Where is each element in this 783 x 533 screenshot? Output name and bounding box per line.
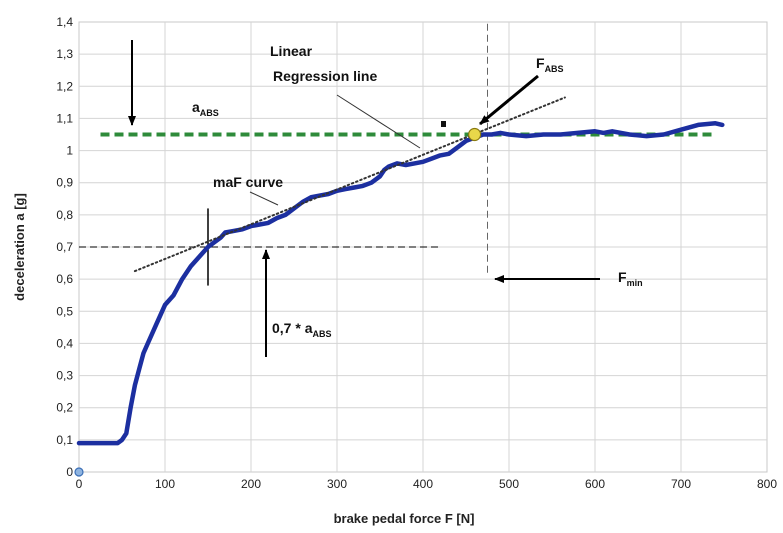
markers bbox=[74, 127, 482, 477]
regression-line bbox=[133, 96, 566, 273]
y-tick-label: 0,8 bbox=[56, 208, 73, 222]
regression-label-line1: Linear bbox=[270, 43, 313, 59]
fmin-main: F bbox=[618, 269, 627, 285]
x-tick-label: 800 bbox=[757, 477, 777, 491]
x-tick-label: 700 bbox=[671, 477, 691, 491]
x-tick-label: 500 bbox=[499, 477, 519, 491]
y-tick-label: 0,3 bbox=[56, 369, 73, 383]
origin-point bbox=[74, 467, 84, 477]
y-tick-label: 1 bbox=[66, 144, 73, 158]
y-tick-label: 0,9 bbox=[56, 176, 73, 190]
fabs-point bbox=[468, 127, 482, 142]
maf-curve-label: maF curve bbox=[213, 174, 283, 190]
y-tick-label: 0,4 bbox=[56, 336, 73, 350]
seven-main: 0,7 * a bbox=[272, 320, 313, 336]
fmin-label: Fmin bbox=[618, 269, 643, 288]
y-tick-label: 1,1 bbox=[56, 111, 73, 125]
x-axis-ticks: 0 100 200 300 400 500 600 700 800 bbox=[76, 477, 778, 491]
aabs-main: a bbox=[192, 99, 200, 115]
regression-label-line2: Regression line bbox=[273, 68, 377, 84]
y-axis-title: deceleration a [g] bbox=[12, 193, 27, 301]
x-tick-label: 100 bbox=[155, 477, 175, 491]
y-tick-label: 0,6 bbox=[56, 272, 73, 286]
y-tick-label: 0,1 bbox=[56, 433, 73, 447]
y-axis-ticks: 0 0,1 0,2 0,3 0,4 0,5 0,6 0,7 0,8 0,9 1 1,1 1,2 1,3 1,… bbox=[56, 15, 73, 479]
y-tick-label: 1,4 bbox=[56, 15, 73, 29]
x-tick-label: 400 bbox=[413, 477, 433, 491]
fmin-sub: min bbox=[627, 278, 643, 288]
leader-maf bbox=[249, 191, 279, 206]
seven-sub: ABS bbox=[312, 329, 331, 339]
y-tick-label: 0,5 bbox=[56, 304, 73, 318]
fabs-main: F bbox=[536, 55, 545, 71]
x-axis-title: brake pedal force F [N] bbox=[334, 511, 475, 526]
x-tick-label: 0 bbox=[76, 477, 83, 491]
y-tick-label: 1,3 bbox=[56, 47, 73, 61]
x-tick-label: 300 bbox=[327, 477, 347, 491]
fabs-sub: ABS bbox=[545, 64, 564, 74]
y-tick-label: 0,7 bbox=[56, 240, 73, 254]
series bbox=[76, 96, 725, 446]
leader-regression bbox=[336, 94, 421, 149]
arrow-fabs bbox=[479, 74, 539, 126]
y-tick-label: 0 bbox=[66, 465, 73, 479]
aabs-label: aABS bbox=[192, 99, 219, 118]
seven-aabs-label: 0,7 * aABS bbox=[272, 320, 332, 339]
x-tick-label: 600 bbox=[585, 477, 605, 491]
y-tick-label: 1,2 bbox=[56, 79, 73, 93]
small-square bbox=[441, 121, 446, 127]
aabs-sub: ABS bbox=[200, 108, 219, 118]
y-tick-label: 0,2 bbox=[56, 401, 73, 415]
x-tick-label: 200 bbox=[241, 477, 261, 491]
maf-curve-line bbox=[76, 121, 725, 446]
fabs-label: FABS bbox=[536, 55, 564, 74]
